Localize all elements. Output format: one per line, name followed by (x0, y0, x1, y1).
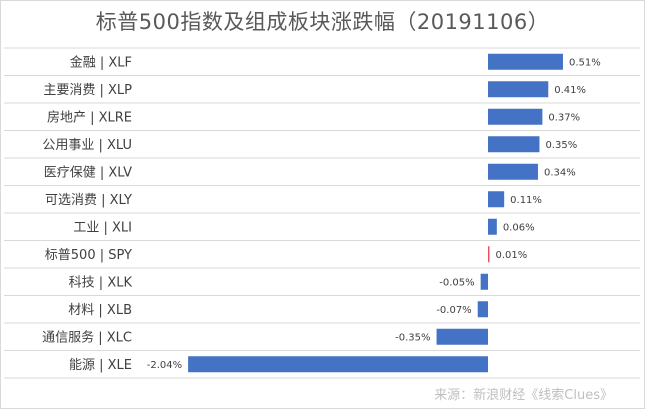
value-label: 0.01% (495, 250, 527, 261)
value-label: 0.37% (548, 112, 580, 123)
bar (188, 356, 488, 373)
value-label: -2.04% (147, 360, 182, 371)
bar (477, 301, 488, 318)
category-label: 通信服务 | XLC (42, 329, 132, 345)
value-label: 0.06% (503, 222, 535, 233)
bar (488, 246, 490, 263)
bar (480, 273, 488, 290)
category-label: 标普500 | SPY (45, 248, 132, 263)
value-label: -0.05% (439, 277, 474, 288)
category-label: 金融 | XLF (70, 54, 132, 70)
bar (488, 191, 505, 208)
bar (488, 108, 543, 125)
category-label: 工业 | XLI (73, 220, 132, 235)
category-label: 能源 | XLE (69, 358, 132, 373)
value-label: 0.34% (544, 167, 576, 178)
bar (436, 328, 488, 345)
chart-title: 标普500指数及组成板块涨跌幅（20191106） (95, 10, 550, 34)
value-label: 0.51% (569, 57, 601, 68)
bar (488, 136, 540, 153)
category-label: 可选消费 | XLY (45, 193, 132, 208)
value-label: 0.41% (554, 85, 586, 96)
value-label: -0.35% (395, 332, 430, 343)
bar (488, 53, 563, 70)
bar (488, 163, 538, 180)
value-label: -0.07% (436, 305, 471, 316)
bar (488, 218, 497, 235)
category-label: 主要消费 | XLP (43, 83, 132, 98)
category-label: 医疗保健 | XLV (44, 165, 132, 180)
category-label: 科技 | XLK (69, 275, 133, 290)
value-label: 0.35% (545, 140, 577, 151)
bar (488, 81, 549, 98)
value-label: 0.11% (510, 195, 542, 206)
category-label: 材料 | XLB (68, 303, 132, 318)
source-note: 来源：新浪财经《线索Clues》 (434, 388, 613, 403)
category-label: 公用事业 | XLU (42, 138, 132, 153)
category-label: 房地产 | XLRE (47, 109, 132, 125)
